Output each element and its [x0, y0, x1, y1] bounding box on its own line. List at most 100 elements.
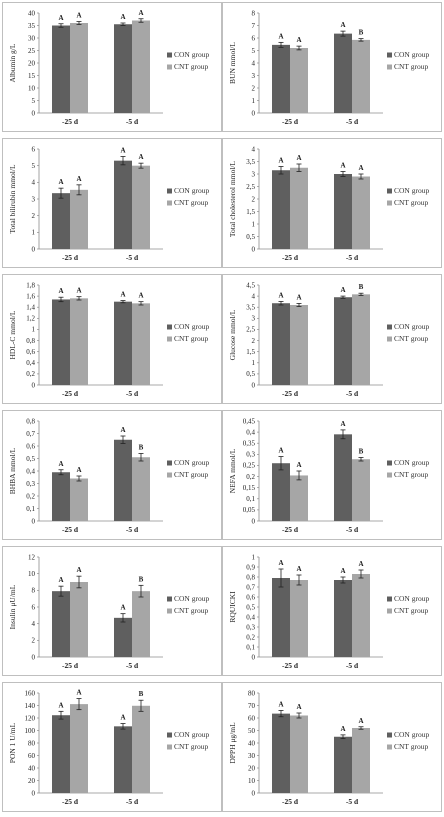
bar-con: [334, 33, 352, 113]
legend-label: CNT group: [394, 62, 428, 71]
chart-svg: 0 0,1 0,2 0,3 0,4 0,5 0,6 0,7 0,8 BHBA mmol/L A A -2…: [8, 417, 209, 534]
chart-svg: 0 5 10 15 20 25 30 35 40 Albumin g/L A A -25 d A A -5 d…: [8, 9, 209, 126]
y-tick-label: 1: [252, 359, 256, 367]
chart-panel: 0 2 4 6 8 10 12 Insulin μU/mL A A -25 d A B -5 d CON g…: [2, 546, 222, 676]
chart-svg: 0 0,5 1 1,5 2 2,5 3 3,5 4 4,5 Glucose mmol/L A A -25 …: [228, 281, 429, 398]
y-tick-label: 70: [248, 702, 256, 710]
y-axis-label: NEFA mmol/L: [228, 448, 237, 493]
y-tick-label: 0,7: [246, 583, 255, 591]
y-tick-label: 0: [32, 109, 36, 117]
x-tick-label: -5 d: [346, 797, 359, 806]
y-tick-label: 50: [248, 727, 256, 735]
bar-con: [272, 578, 290, 657]
significance-label: A: [120, 147, 125, 155]
x-tick-label: -25 d: [62, 253, 79, 262]
chart-panel: 0 10 20 30 40 50 60 70 80 DPPH μg/mL A A -25 d A A -5 d…: [222, 682, 442, 812]
y-tick-label: 0,1: [246, 643, 255, 651]
y-tick-label: 0,15: [243, 484, 256, 492]
significance-label: A: [76, 287, 81, 295]
significance-label: A: [120, 13, 125, 21]
legend-label: CNT group: [174, 742, 208, 751]
y-tick-label: 3,5: [246, 304, 255, 312]
bar-cnt: [290, 167, 308, 249]
significance-label: A: [296, 461, 301, 469]
legend-label: CNT group: [394, 606, 428, 615]
legend-label: CON group: [174, 50, 209, 59]
legend-label: CNT group: [394, 198, 428, 207]
y-axis-label: BHBA mmol/L: [8, 447, 17, 494]
y-tick-label: 0,1: [246, 495, 255, 503]
significance-label: A: [358, 717, 363, 725]
y-tick-label: 0,6: [246, 593, 255, 601]
x-tick-label: -5 d: [346, 661, 359, 670]
legend-label: CNT group: [394, 334, 428, 343]
significance-label: A: [58, 576, 63, 584]
y-axis-label: PON 1 U/mL: [8, 722, 17, 763]
y-tick-label: 6: [32, 145, 36, 153]
chart-svg: 0 1 2 3 4 5 6 Total bilirubin mmol/L A A -25 d A A -5…: [8, 145, 209, 262]
legend-swatch: [387, 608, 392, 614]
bar-cnt: [70, 582, 88, 657]
legend-label: CNT group: [394, 470, 428, 479]
bar-cnt: [132, 303, 150, 385]
y-tick-label: 30: [248, 752, 256, 760]
y-tick-label: 0,5: [246, 233, 255, 241]
y-axis-label: Total bilirubin mmol/L: [8, 164, 17, 233]
y-tick-label: 1: [32, 229, 36, 237]
bar-con: [114, 726, 132, 793]
y-tick-label: 3: [252, 315, 256, 323]
y-tick-label: 0,7: [26, 430, 35, 438]
y-tick-label: 0,2: [26, 370, 35, 378]
y-tick-label: 2: [252, 195, 256, 203]
y-tick-label: 8: [32, 587, 36, 595]
significance-label: A: [296, 36, 301, 44]
significance-label: A: [278, 701, 283, 709]
significance-label: A: [76, 466, 81, 474]
legend-swatch: [167, 732, 172, 738]
x-tick-label: -5 d: [346, 117, 359, 126]
y-tick-label: 100: [25, 727, 36, 735]
legend-swatch: [387, 472, 392, 478]
legend-swatch: [387, 52, 392, 58]
x-tick-label: -25 d: [282, 661, 299, 670]
y-tick-label: 0,1: [26, 505, 35, 513]
legend-label: CON group: [174, 458, 209, 467]
significance-label: B: [359, 283, 364, 291]
y-tick-label: 5: [32, 97, 36, 105]
y-tick-label: 1: [252, 553, 256, 561]
x-tick-label: -5 d: [346, 389, 359, 398]
y-tick-label: 4: [252, 145, 256, 153]
significance-label: A: [120, 291, 125, 299]
legend-swatch: [167, 200, 172, 206]
y-tick-label: 0,3: [246, 451, 255, 459]
y-axis-label: Glucose mmol/L: [228, 309, 237, 360]
chart-svg: 0 0,05 0,1 0,15 0,2 0,25 0,3 0,35 0,4 0,45 NEFA mm…: [228, 417, 429, 534]
y-tick-label: 0: [32, 381, 36, 389]
chart-panel: 0 0,05 0,1 0,15 0,2 0,25 0,3 0,35 0,4 0,45 NEFA mm…: [222, 410, 442, 540]
y-axis-label: BUN mmol/L: [228, 42, 237, 84]
legend-label: CON group: [394, 186, 429, 195]
y-tick-label: 0,2: [246, 633, 255, 641]
bar-cnt: [352, 728, 370, 793]
y-tick-label: 20: [248, 764, 256, 772]
y-tick-label: 0: [252, 517, 256, 525]
bar-cnt: [70, 23, 88, 113]
y-tick-label: 6: [252, 34, 256, 42]
bar-con: [334, 434, 352, 521]
legend-label: CNT group: [174, 334, 208, 343]
y-tick-label: 0,45: [243, 417, 256, 425]
y-axis-label: Albumin g/L: [8, 43, 17, 82]
significance-label: B: [359, 447, 364, 455]
chart-panel: 0 0,1 0,2 0,3 0,4 0,5 0,6 0,7 0,8 BHBA mmol/L A A -2…: [2, 410, 222, 540]
y-tick-label: 1: [32, 326, 36, 334]
chart-panel: 0 1 2 3 4 5 6 7 8 BUN mmol/L A A -25 d A B -5 d CON grou…: [222, 2, 442, 132]
y-tick-label: 20: [28, 59, 36, 67]
legend-label: CNT group: [174, 62, 208, 71]
y-tick-label: 3: [252, 72, 256, 80]
bar-cnt: [70, 298, 88, 385]
y-tick-label: 0,2: [26, 492, 35, 500]
bar-con: [52, 299, 70, 385]
y-tick-label: 0: [252, 653, 256, 661]
y-tick-label: 2: [32, 637, 36, 645]
legend-swatch: [167, 472, 172, 478]
